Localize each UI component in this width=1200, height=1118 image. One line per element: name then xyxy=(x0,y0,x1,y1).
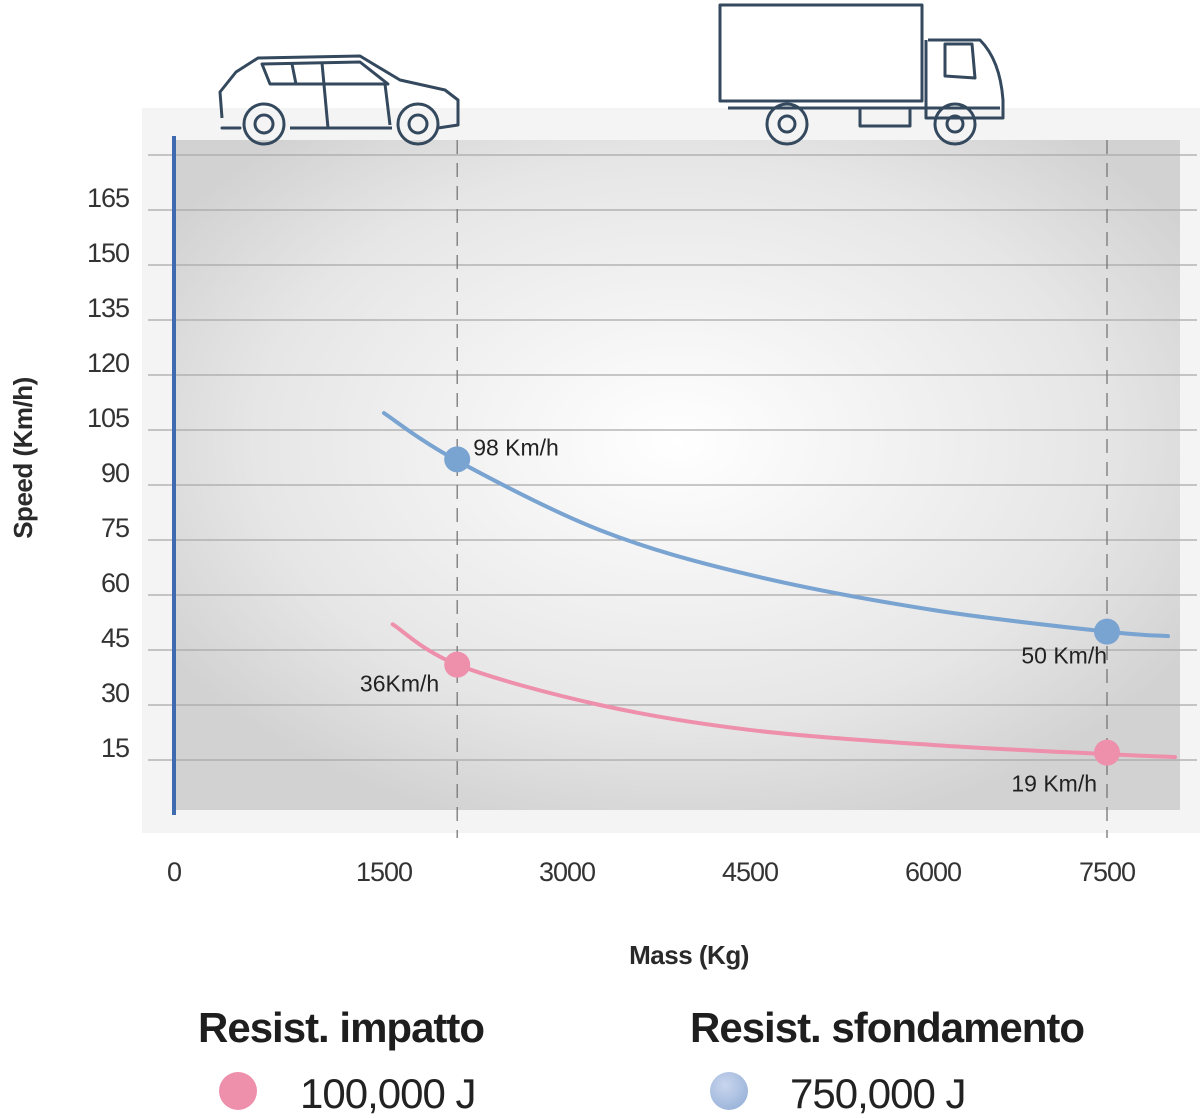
data-point xyxy=(444,446,471,473)
y-tick-label: 105 xyxy=(87,403,129,433)
x-tick-label: 1500 xyxy=(356,857,412,887)
plot-background xyxy=(175,140,1180,810)
x-tick-label: 4500 xyxy=(722,857,778,887)
y-axis-label: Speed (Km/h) xyxy=(8,377,38,539)
y-tick-label: 120 xyxy=(87,348,129,378)
legend-title-sfondamento: Resist. sfondamento xyxy=(690,1004,1085,1051)
legend-dot-blue xyxy=(710,1072,748,1110)
data-label: 19 Km/h xyxy=(1011,771,1097,797)
legend-value-sfondamento: 750,000 J xyxy=(790,1070,966,1117)
y-tick-label: 45 xyxy=(101,623,129,653)
legend-value-impatto: 100,000 J xyxy=(300,1070,476,1117)
x-axis-label: Mass (Kg) xyxy=(629,940,749,970)
series-line-0 xyxy=(390,622,1177,760)
data-point xyxy=(444,651,471,678)
y-tick-label: 165 xyxy=(87,183,129,213)
truck-icon xyxy=(718,3,1005,146)
y-tick-label: 90 xyxy=(101,458,129,488)
data-label: 98 Km/h xyxy=(473,434,559,460)
legend-dot-pink xyxy=(219,1072,257,1110)
data-label: 50 Km/h xyxy=(1021,643,1107,669)
y-tick-label: 60 xyxy=(101,568,129,598)
y-tick-label: 75 xyxy=(101,513,129,543)
y-tick-label: 150 xyxy=(87,238,129,268)
x-tick-label: 7500 xyxy=(1079,857,1135,887)
x-tick-label: 0 xyxy=(167,857,181,887)
y-tick-label: 30 xyxy=(101,678,129,708)
x-tick-label: 6000 xyxy=(905,857,961,887)
data-point xyxy=(1094,739,1120,766)
y-tick-label: 15 xyxy=(101,733,129,763)
x-tick-label: 3000 xyxy=(539,857,595,887)
y-tick-label: 135 xyxy=(87,293,129,323)
legend-title-impatto: Resist. impatto xyxy=(198,1004,485,1051)
data-label: 36Km/h xyxy=(360,671,439,697)
data-point xyxy=(1094,618,1120,645)
car-icon xyxy=(218,54,460,146)
